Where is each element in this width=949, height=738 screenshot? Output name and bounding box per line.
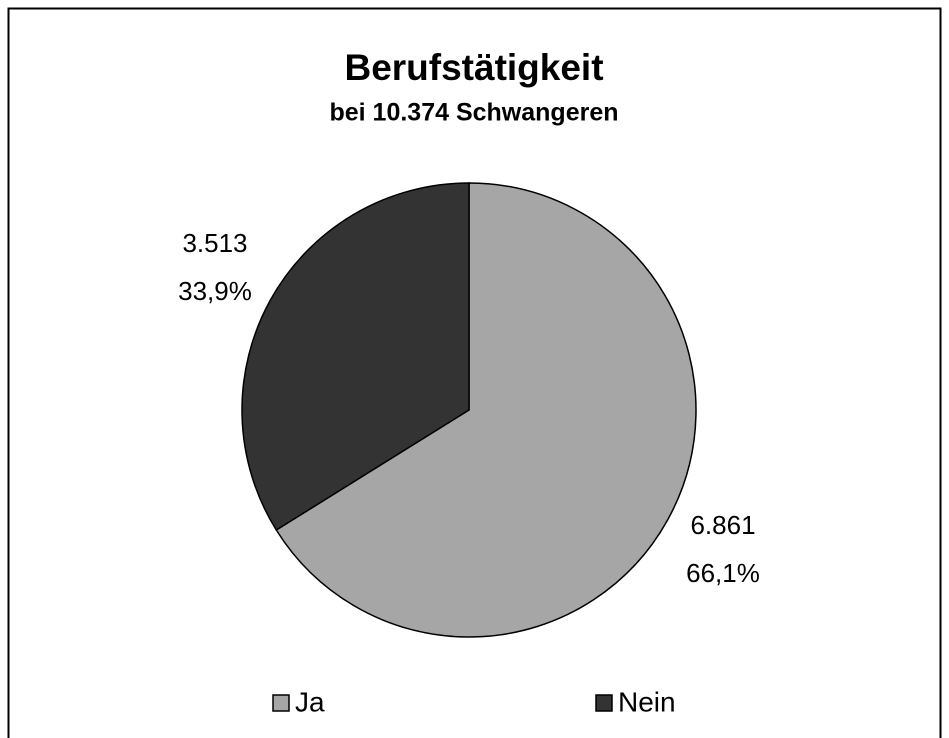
legend-swatch [595,694,613,712]
value-label: 6.861 [690,510,755,540]
chart-title: Berufstätigkeit [344,47,603,88]
legend-swatch [272,694,290,712]
pie-slice [275,182,697,638]
pie-slice [241,182,470,532]
percent-label: 33,9% [178,276,252,306]
legend-label: Nein [618,686,676,717]
legend-label: Ja [295,686,325,717]
percent-label: 66,1% [686,558,760,588]
value-label: 3.513 [182,228,247,258]
chart-subtitle: bei 10.374 Schwangeren [329,99,618,127]
